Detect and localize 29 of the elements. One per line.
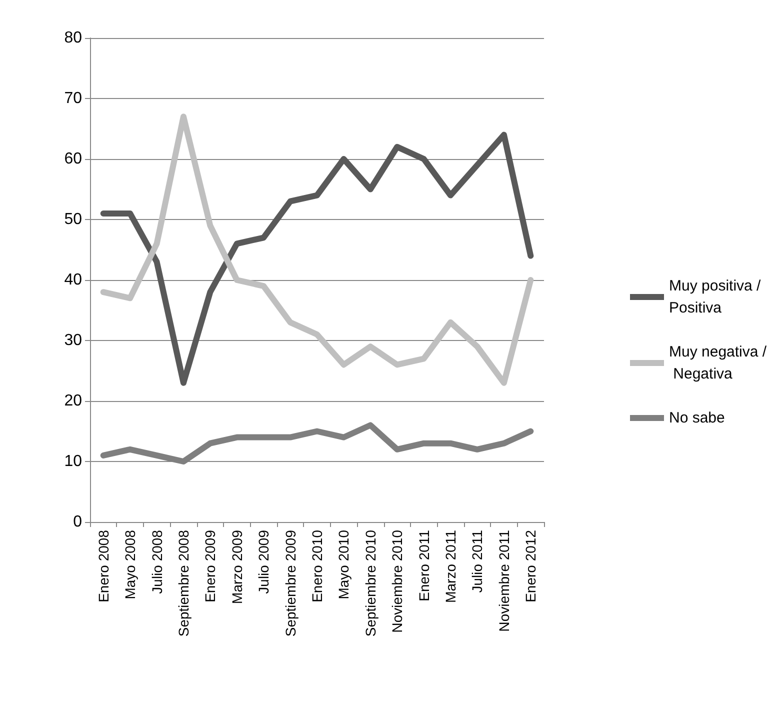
- x-tick-label: Septiembre 2008: [175, 530, 192, 637]
- y-tick-label: 40: [64, 272, 82, 288]
- y-tick-label: 20: [64, 392, 82, 410]
- x-tick-label: Julio 2008: [148, 530, 165, 594]
- x-tick-label: Septiembre 2009: [282, 530, 298, 637]
- x-tick-label: Enero 2009: [202, 530, 218, 602]
- x-tick-label: Marzo 2011: [442, 530, 459, 603]
- x-tick-label: Noviembre 2010: [389, 530, 406, 633]
- y-tick-label: 80: [64, 30, 82, 46]
- x-tick-label: Enero 2012: [522, 530, 539, 602]
- x-tick-label: Septiembre 2010: [362, 530, 378, 637]
- x-tick-label: Mayo 2008: [122, 530, 138, 600]
- x-tick-label: Marzo 2009: [228, 530, 245, 604]
- x-tick-label: Julio 2009: [256, 530, 272, 594]
- y-tick-label: 0: [73, 514, 82, 530]
- legend-label: No sabe: [669, 410, 725, 426]
- x-tick-label: Enero 2010: [309, 530, 325, 602]
- x-tick-label: Enero 2011: [416, 530, 432, 602]
- x-tick-label: Noviembre 2011: [496, 530, 512, 632]
- y-tick-label: 70: [64, 90, 82, 107]
- legend-label: Muy negativa / Negativa: [669, 344, 768, 382]
- y-tick-label: 30: [64, 332, 82, 349]
- y-tick-label: 60: [64, 150, 82, 168]
- legend-label: Muy positiva / Positiva: [669, 278, 765, 316]
- y-tick-label: 10: [64, 453, 82, 470]
- x-tick-label: Julio 2011: [469, 530, 486, 593]
- x-tick-label: Enero 2008: [95, 530, 112, 602]
- y-tick-label: 50: [64, 211, 82, 228]
- x-tick-label: Mayo 2010: [336, 530, 352, 600]
